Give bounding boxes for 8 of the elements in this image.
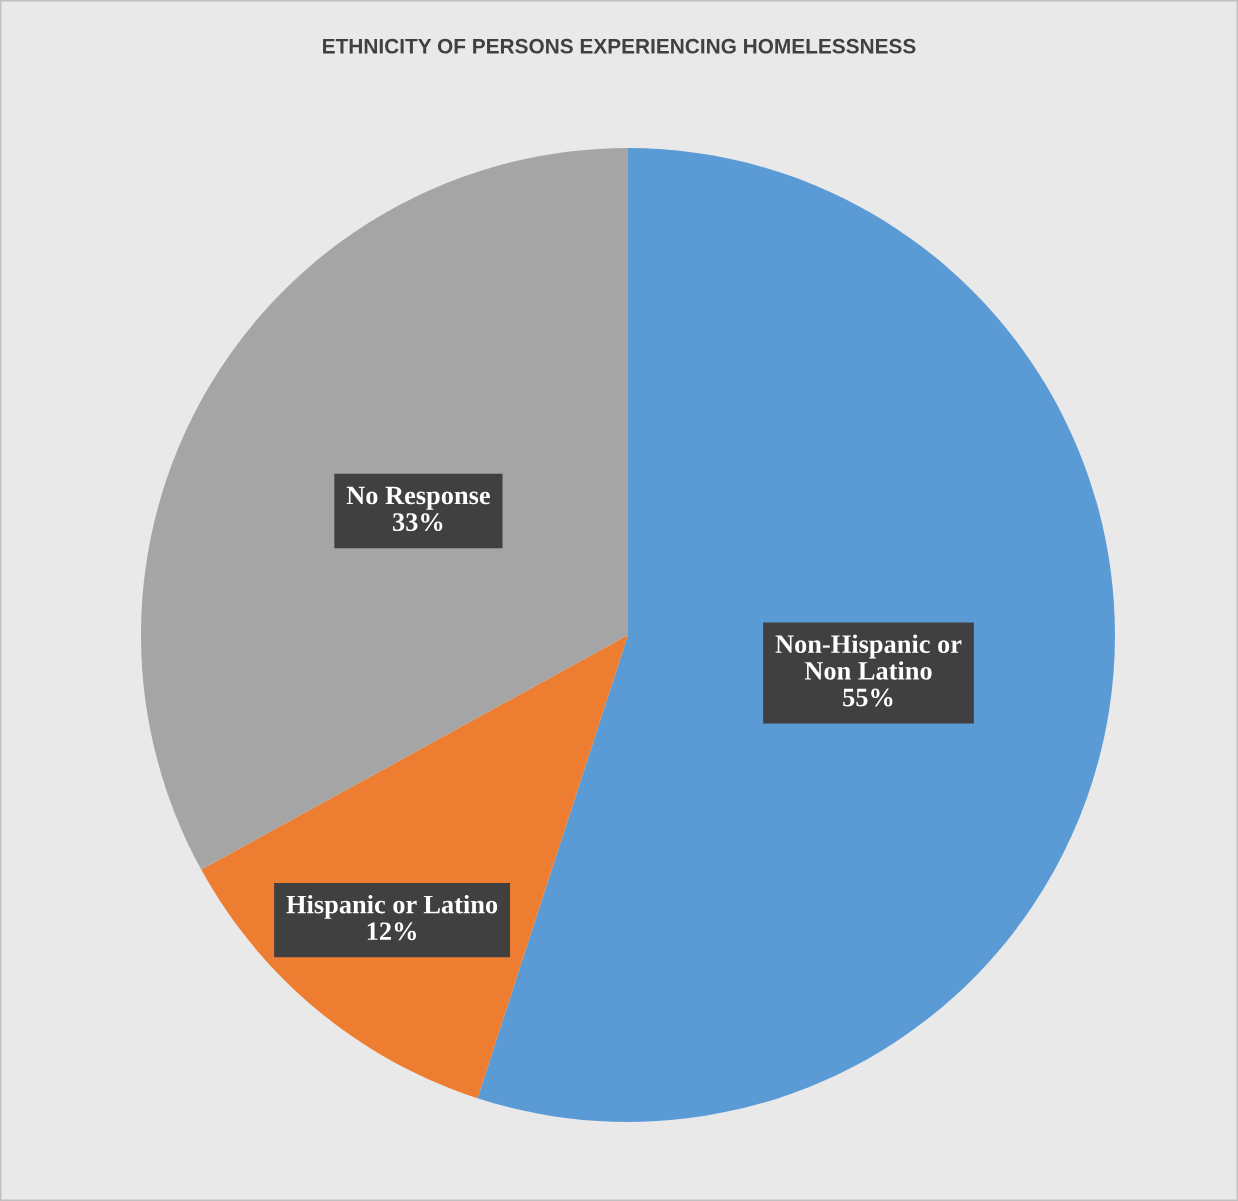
data-label: 33% xyxy=(393,513,443,532)
slice-label: Non-Hispanic or Non Latino xyxy=(775,634,962,680)
data-label: 12% xyxy=(367,922,416,941)
data-label: 55% xyxy=(843,688,893,707)
slice-label: Hispanic or Latino xyxy=(286,894,498,919)
chart-title: ETHNICITY OF PERSONS EXPERIENCING HOMELESSNESS xyxy=(323,38,916,54)
pie-slice xyxy=(141,148,628,870)
slice-label: No Response xyxy=(346,486,490,510)
